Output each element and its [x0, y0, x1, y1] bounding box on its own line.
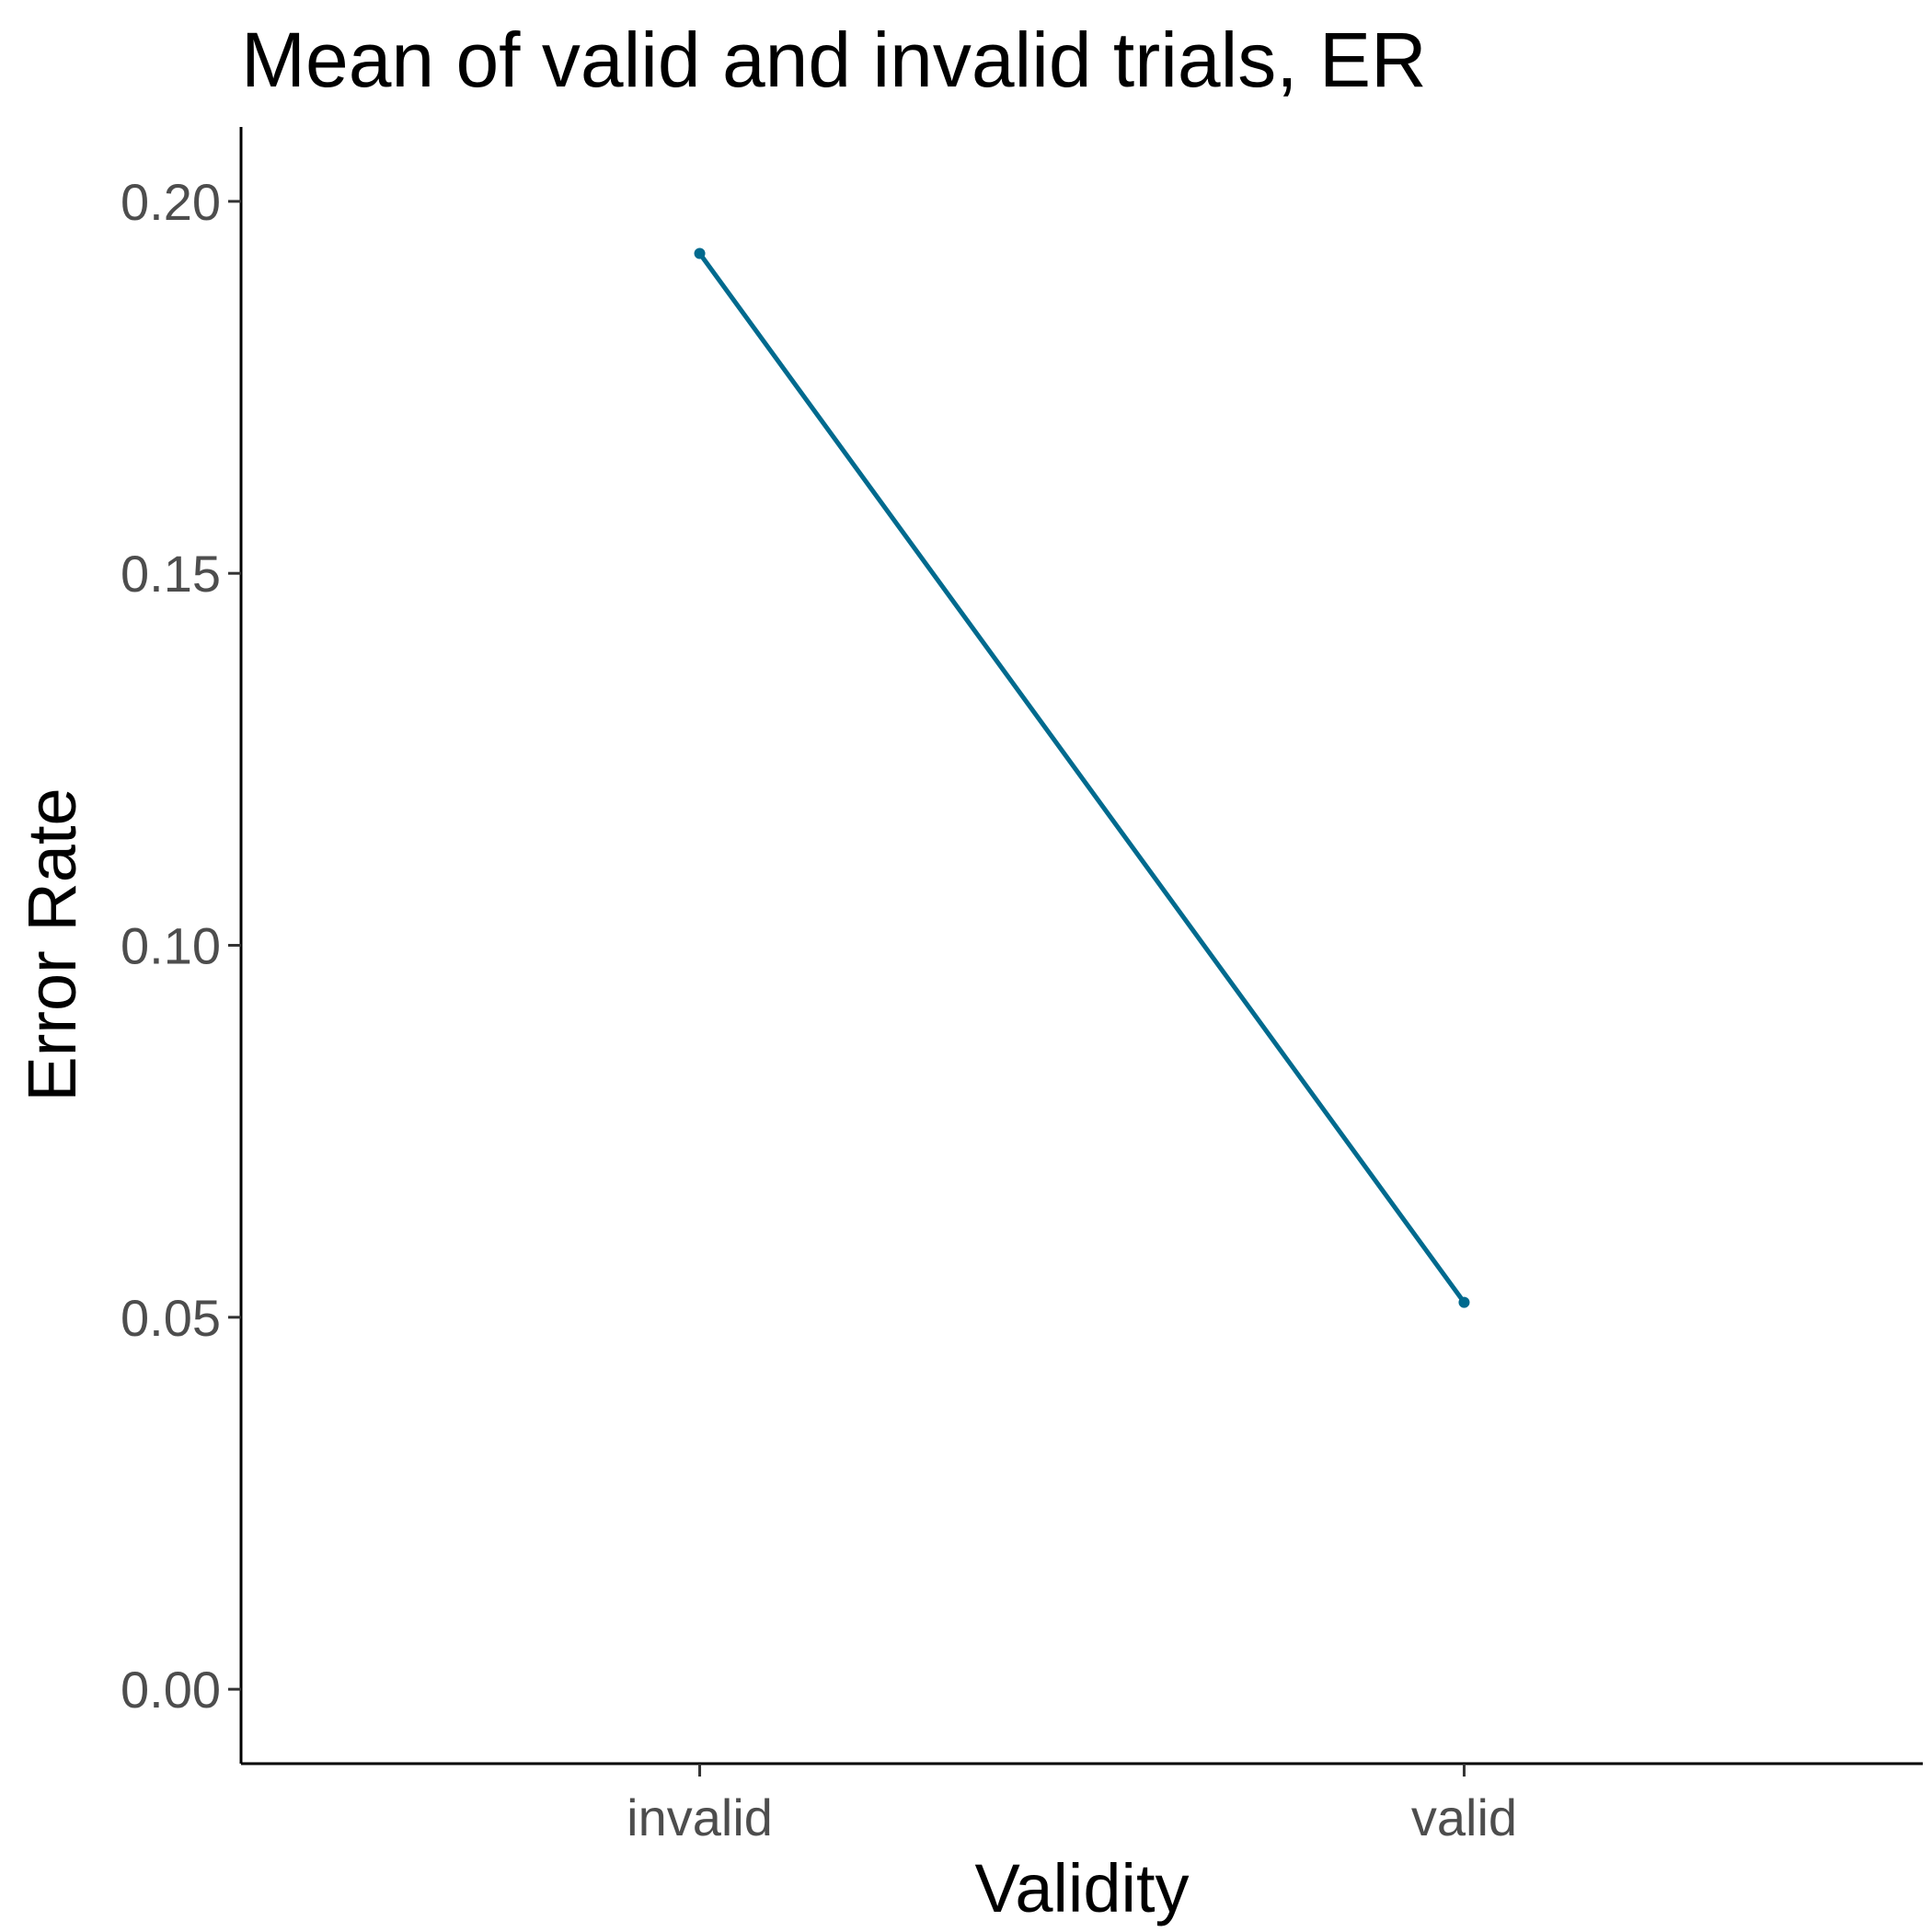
y-tick-label: 0.05 [121, 1289, 221, 1347]
y-ticks: 0.00 0.05 0.10 0.15 0.20 [121, 173, 241, 1719]
y-tick-label: 0.00 [121, 1661, 221, 1719]
series-line [697, 250, 1466, 1305]
x-ticks: invalid valid [627, 1764, 1517, 1846]
series-layer [694, 247, 1470, 1308]
data-point [1458, 1296, 1470, 1308]
y-axis-title: Error Rate [14, 788, 90, 1101]
data-point [694, 247, 706, 259]
x-tick-label: invalid [627, 1788, 773, 1846]
chart-title: Mean of valid and invalid trials, ER [241, 17, 1427, 103]
y-tick-label: 0.10 [121, 917, 221, 975]
x-tick-label: valid [1411, 1788, 1517, 1846]
y-tick-label: 0.15 [121, 545, 221, 603]
y-tick-label: 0.20 [121, 173, 221, 231]
x-axis-title: Validity [974, 1850, 1189, 1926]
